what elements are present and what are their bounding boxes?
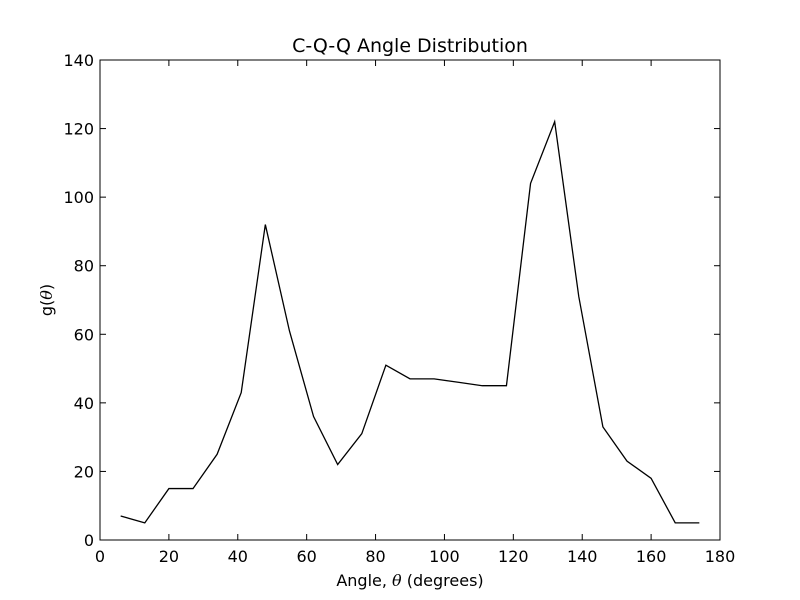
x-tick-label: 0 [95,547,105,566]
x-tick-label: 160 [636,547,667,566]
y-tick-label: 60 [74,325,94,344]
y-tick-label: 20 [74,462,94,481]
y-axis-label: g(θ) [37,284,56,316]
y-tick-label: 100 [63,188,94,207]
x-tick-label: 80 [365,547,385,566]
y-tick-label: 80 [74,257,94,276]
x-axis: 0 20 40 60 80 100 120 140 160 180 [95,60,735,566]
series-line [120,119,700,524]
x-axis-label: Angle, θ (degrees) [336,571,483,590]
y-axis: 0 20 40 60 80 100 120 140 [63,51,720,550]
x-tick-label: 180 [705,547,736,566]
chart-title: C-Q-Q Angle Distribution [292,35,528,57]
x-tick-label: 100 [429,547,460,566]
x-tick-label: 60 [296,547,316,566]
x-tick-label: 120 [498,547,529,566]
y-tick-label: 140 [63,51,94,70]
x-tick-label: 140 [567,547,598,566]
plot-frame [99,59,721,541]
y-tick-label: 0 [84,531,94,550]
x-tick-label: 40 [228,547,248,566]
x-tick-label: 20 [159,547,179,566]
y-tick-label: 120 [63,120,94,139]
y-tick-label: 40 [74,394,94,413]
